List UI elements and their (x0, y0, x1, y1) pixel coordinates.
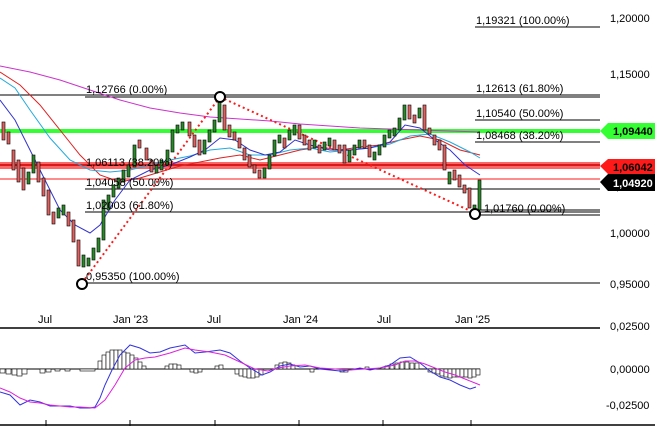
macd-line (0, 344, 477, 409)
candles (1, 99, 482, 268)
svg-text:1,00000: 1,00000 (610, 228, 650, 240)
fib-trend-1 (81, 96, 221, 284)
ma-mid (0, 77, 481, 173)
macd-tick-top: 0,02500 (610, 321, 650, 333)
svg-text:Jan '23: Jan '23 (113, 314, 148, 326)
svg-text:1,20000: 1,20000 (610, 13, 650, 25)
macd-tick-bottom: -0,02500 (606, 400, 649, 412)
fib-anchor-low[interactable] (76, 278, 88, 290)
fib1-level-0: 1,12766 (0.00%) (86, 84, 167, 96)
fib1-level-38: 1,06113 (38.20%) (86, 157, 173, 169)
svg-text:1,06042: 1,06042 (613, 162, 653, 174)
svg-text:Jan '25: Jan '25 (455, 314, 490, 326)
svg-text:0,95000: 0,95000 (610, 279, 650, 291)
signal-line (0, 347, 481, 409)
price-axis: 1,20000 1,15000 1,10000 1,05000 1,00000 … (600, 13, 655, 291)
fib2-level-38: 1,08468 (38.20%) (476, 130, 563, 142)
fib1-level-50: 1,04058 (50.00%) (86, 177, 173, 189)
price-tag-green: 1,09440 (600, 123, 655, 139)
fib2-level-50: 1,10540 (50.00%) (476, 108, 563, 120)
svg-text:Jul: Jul (377, 314, 391, 326)
price-tag-red: 1,06042 (600, 159, 655, 174)
macd-tick-zero: 0,00000 (610, 364, 650, 376)
fib-anchor-high[interactable] (214, 91, 226, 103)
svg-text:1,09440: 1,09440 (613, 126, 653, 138)
svg-text:Jul: Jul (207, 314, 221, 326)
svg-text:Jan '24: Jan '24 (283, 314, 318, 326)
ma-long (0, 65, 481, 133)
fib1-level-61: 1,02003 (61.80%) (86, 200, 173, 212)
svg-text:Jul: Jul (38, 314, 52, 326)
fib2-level-100: 1,19321 (100.00%) (476, 15, 570, 27)
svg-text:1,15000: 1,15000 (610, 69, 650, 81)
fib-anchor-low-2[interactable] (469, 208, 481, 220)
time-axis: Jul Jan '23 Jul Jan '24 Jul Jan '25 (0, 314, 600, 329)
macd-histogram (0, 349, 481, 379)
main-panel: 1,12766 (0.00%) 1,06113 (38.20%) 1,04058… (0, 15, 600, 290)
price-tag-current: 1,04920 (600, 174, 655, 191)
fib2-level-61: 1,12613 (61.80%) (476, 83, 563, 95)
macd-panel: 0,02500 0,00000 -0,02500 (0, 321, 655, 426)
fib-trend-2 (219, 96, 476, 214)
fib2-level-0: 1,01760 (0.00%) (484, 203, 565, 215)
svg-text:1,04920: 1,04920 (613, 178, 653, 190)
fib1-level-100: 0,95350 (100.00%) (86, 271, 180, 283)
